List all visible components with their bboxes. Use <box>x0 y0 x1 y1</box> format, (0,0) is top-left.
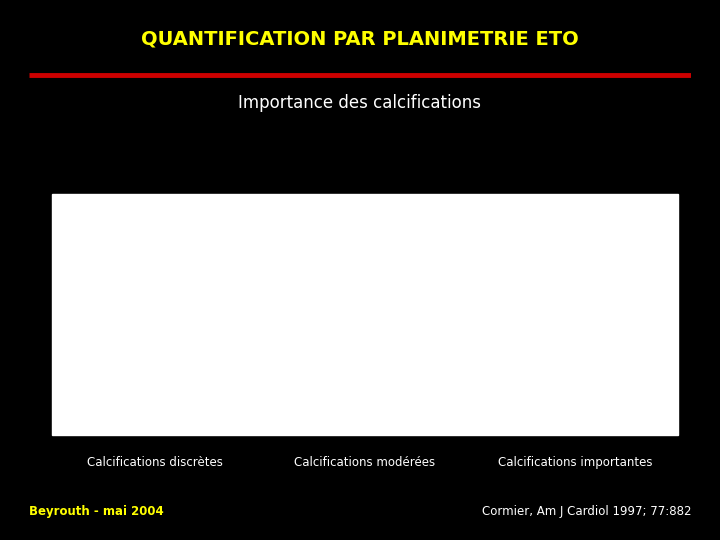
Point <box>145 309 157 318</box>
Point <box>364 289 375 298</box>
Point <box>158 298 169 307</box>
Point <box>166 289 178 298</box>
Point <box>217 223 229 232</box>
Point <box>540 353 552 362</box>
Point <box>190 265 202 273</box>
Point <box>120 353 132 362</box>
Point <box>347 309 359 318</box>
Point <box>132 326 143 335</box>
Point <box>225 326 236 335</box>
Point <box>330 326 341 335</box>
Point <box>518 315 530 323</box>
Point <box>347 303 359 312</box>
Point <box>169 289 181 298</box>
Point <box>528 336 540 345</box>
Point <box>123 340 135 348</box>
Point <box>498 353 510 362</box>
Point <box>141 320 153 328</box>
Point <box>192 256 204 265</box>
Point <box>335 320 346 328</box>
Point <box>179 281 190 290</box>
Point <box>389 273 400 281</box>
Title: r=0.80   (n=30): r=0.80 (n=30) <box>330 201 400 210</box>
Point <box>397 265 408 273</box>
Text: QUANTIFICATION PAR PLANIMETRIE ETO: QUANTIFICATION PAR PLANIMETRIE ETO <box>141 30 579 49</box>
Point <box>355 298 366 307</box>
Point <box>523 306 535 315</box>
Point <box>325 332 336 340</box>
Point <box>502 356 513 365</box>
Text: Beyrouth - mai 2004: Beyrouth - mai 2004 <box>29 505 163 518</box>
Point <box>318 336 330 345</box>
Point <box>308 348 320 356</box>
Point <box>155 303 166 312</box>
Point <box>117 353 129 362</box>
Point <box>288 370 300 379</box>
Point <box>352 303 364 312</box>
Point <box>313 340 325 348</box>
Point <box>297 360 308 368</box>
Point <box>231 309 243 318</box>
Point <box>120 346 132 355</box>
Point <box>438 223 450 232</box>
Point <box>372 289 383 298</box>
Point <box>145 348 157 356</box>
Text: Calcifications discrètes: Calcifications discrètes <box>87 456 223 469</box>
Text: Cormier, Am J Cardiol 1997; 77:882: Cormier, Am J Cardiol 1997; 77:882 <box>482 505 691 518</box>
Point <box>153 306 164 315</box>
Point <box>165 289 176 298</box>
Point <box>313 343 325 352</box>
Point <box>151 303 163 312</box>
Point <box>125 343 136 352</box>
Point <box>137 320 148 328</box>
Point <box>127 340 139 348</box>
Point <box>280 373 292 382</box>
Point <box>159 298 171 307</box>
Point <box>143 315 154 323</box>
Point <box>271 386 283 395</box>
Point <box>512 320 523 328</box>
Point <box>95 395 107 403</box>
Point <box>325 323 336 332</box>
Point <box>431 231 442 240</box>
Point <box>507 332 518 340</box>
Point <box>380 281 392 290</box>
Text: Calcifications importantes: Calcifications importantes <box>498 456 652 469</box>
Point <box>176 286 187 295</box>
Point <box>515 309 526 318</box>
Point <box>405 256 417 265</box>
Point <box>183 273 194 281</box>
Text: Importance des calcifications: Importance des calcifications <box>238 94 482 112</box>
Point <box>162 293 174 302</box>
Point <box>359 293 370 302</box>
Y-axis label: VALVE AREA (TEE)  (cm2): VALVE AREA (TEE) (cm2) <box>62 267 67 346</box>
Point <box>342 309 354 318</box>
Title: r=0.13   (n=11): r=0.13 (n=11) <box>540 201 610 210</box>
Point <box>114 363 125 372</box>
Point <box>204 246 215 255</box>
Point <box>134 326 145 335</box>
Point <box>535 326 546 335</box>
X-axis label: VALVE AREA (GORLIN)  (cm2): VALVE AREA (GORLIN) (cm2) <box>315 424 415 430</box>
Point <box>148 309 160 318</box>
Point <box>338 315 350 323</box>
Point <box>305 353 317 362</box>
Point <box>127 336 139 345</box>
Point <box>485 364 497 373</box>
Text: Calcifications modérées: Calcifications modérées <box>294 456 436 469</box>
Title: r=0.74   (n=41): r=0.74 (n=41) <box>137 201 206 210</box>
Point <box>130 332 142 340</box>
Point <box>322 332 333 340</box>
Point <box>422 240 433 248</box>
Point <box>197 260 208 268</box>
Point <box>210 240 222 248</box>
Point <box>138 323 150 332</box>
Point <box>107 370 118 379</box>
Point <box>137 332 148 340</box>
